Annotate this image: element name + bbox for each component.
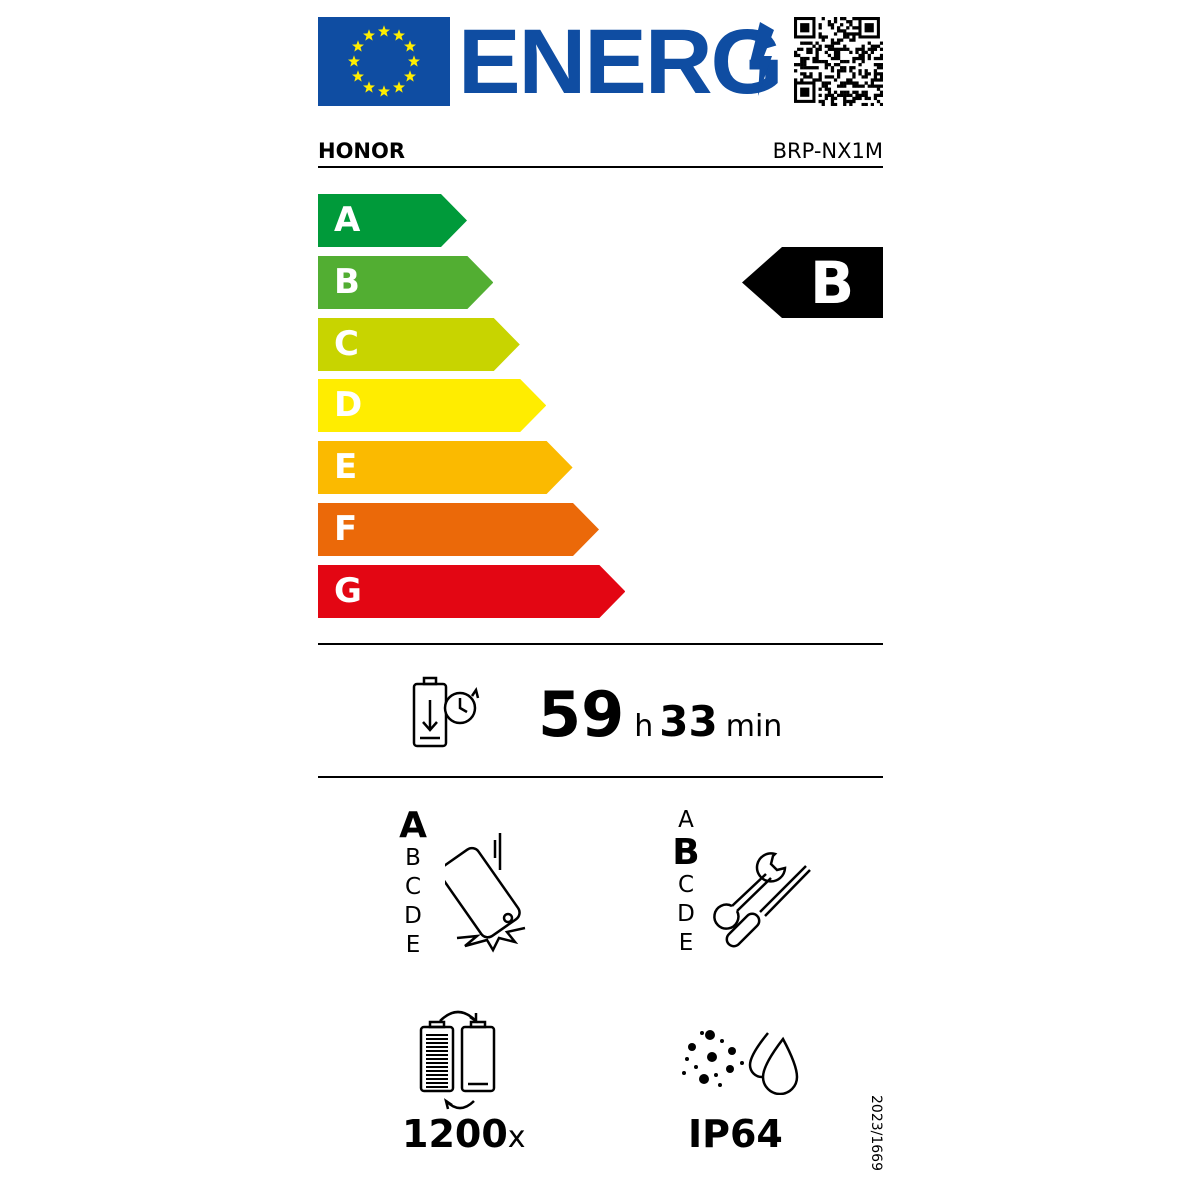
endurance-minutes: 33 (659, 697, 718, 746)
battery-cycles-unit: x (507, 1120, 526, 1155)
endurance-hours: 59 (538, 678, 625, 751)
energy-class-bar-e: E (318, 441, 573, 495)
scale-letter: A (678, 807, 694, 833)
ingress-protection-rating: IP64 (688, 1112, 783, 1156)
divider (318, 166, 883, 168)
minutes-unit: min (725, 709, 783, 744)
scale-letter: B (672, 832, 700, 873)
energy-class-rating: B (810, 249, 855, 317)
brand-name: HONOR (318, 139, 406, 163)
wrench-screwdriver-icon (713, 852, 811, 948)
energy-class-letter: A (334, 200, 361, 240)
dust-water-icon (682, 1030, 799, 1095)
energy-logo-text: ENERG (458, 11, 784, 113)
model-identifier: BRP-NX1M (772, 139, 883, 163)
energy-class-letter: E (334, 447, 358, 488)
energy-class-letter: F (334, 509, 358, 549)
regulation-number: 2023/1669 (868, 1095, 884, 1171)
hours-unit: h (634, 709, 654, 744)
energy-class-indicator: B (742, 247, 883, 322)
battery-cycles-value: 1200 (402, 1112, 508, 1156)
energy-class-letter: B (334, 261, 360, 302)
scale-letter: C (677, 872, 695, 898)
energy-class-bar-b: B (318, 255, 494, 309)
scale-letter: A (399, 805, 427, 846)
qr-code[interactable] (794, 17, 883, 106)
energy-class-bar-d: D (318, 379, 547, 433)
scale-letter: E (678, 930, 694, 956)
eu-flag (318, 17, 450, 106)
scale-letter: D (677, 901, 695, 927)
scale-letter: B (405, 845, 421, 871)
battery-clock-icon (412, 676, 480, 748)
energy-class-bar-f: F (318, 503, 599, 556)
scale-letter: E (405, 932, 421, 958)
battery-cycles: 1200x (402, 1112, 526, 1156)
scale-letter: D (404, 903, 422, 929)
lightning-bolt-icon (750, 22, 774, 96)
battery-endurance: 59 h 33 min (538, 678, 782, 751)
scale-letter: C (404, 874, 422, 900)
energy-class-letter: C (334, 323, 359, 364)
energy-class-bar-g: G (318, 564, 626, 618)
energy-class-bar-a: A (318, 194, 467, 247)
divider (318, 776, 883, 778)
divider (318, 643, 883, 645)
energy-class-letter: D (334, 385, 363, 426)
phone-drop-icon (445, 833, 526, 953)
energy-class-letter: G (334, 570, 362, 611)
energy-class-bar-c: C (318, 317, 520, 371)
battery-cycle-icon (419, 1010, 496, 1110)
